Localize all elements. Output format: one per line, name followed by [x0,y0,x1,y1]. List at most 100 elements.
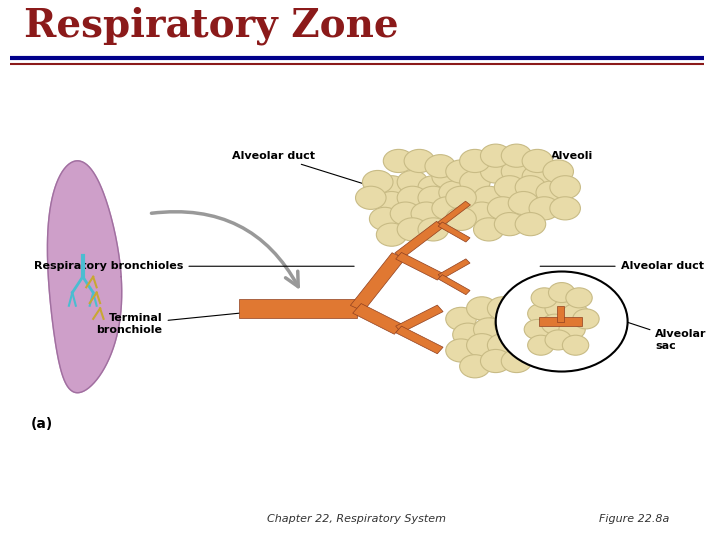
Circle shape [508,302,539,325]
Polygon shape [48,161,122,393]
Circle shape [390,202,420,225]
Circle shape [550,197,580,220]
Circle shape [524,320,551,340]
Circle shape [529,339,559,362]
Circle shape [508,192,539,215]
Circle shape [474,218,504,241]
Circle shape [536,181,567,204]
Circle shape [495,213,525,236]
Circle shape [516,318,546,341]
Circle shape [467,202,497,225]
Circle shape [467,334,497,357]
Circle shape [432,165,462,188]
Circle shape [369,207,400,231]
Circle shape [522,150,553,173]
Circle shape [397,218,428,241]
Circle shape [573,309,599,329]
Circle shape [480,349,511,373]
Circle shape [474,318,504,341]
Circle shape [516,176,546,199]
Circle shape [459,150,490,173]
Polygon shape [557,306,564,321]
Circle shape [487,197,518,220]
Polygon shape [438,259,470,279]
Polygon shape [239,299,357,318]
Circle shape [446,160,477,183]
Circle shape [495,313,525,336]
Circle shape [529,323,559,346]
Circle shape [495,176,525,199]
Polygon shape [396,326,443,354]
Circle shape [566,288,593,308]
Circle shape [550,176,580,199]
Text: Alveoli: Alveoli [498,151,593,176]
Circle shape [446,339,477,362]
Circle shape [404,150,435,173]
Circle shape [377,176,407,199]
Circle shape [496,272,628,372]
Polygon shape [396,252,443,280]
Circle shape [356,186,386,210]
Polygon shape [353,303,402,334]
Text: Alveolar duct: Alveolar duct [233,151,389,192]
Polygon shape [438,275,470,295]
Circle shape [501,160,532,183]
Circle shape [543,160,573,183]
Circle shape [397,171,428,194]
Text: (a): (a) [31,417,53,431]
Circle shape [418,176,449,199]
Circle shape [446,307,477,330]
Circle shape [467,297,497,320]
Circle shape [522,165,553,188]
Circle shape [545,299,572,319]
Circle shape [425,154,456,178]
Circle shape [528,303,554,323]
Circle shape [531,288,557,308]
Polygon shape [438,222,470,242]
Text: Respiratory Zone: Respiratory Zone [24,6,398,45]
Circle shape [397,186,428,210]
Circle shape [446,207,477,231]
Circle shape [418,186,449,210]
Circle shape [508,334,539,357]
Circle shape [529,197,559,220]
Circle shape [562,303,589,323]
Circle shape [562,335,589,355]
Circle shape [480,144,511,167]
Circle shape [418,218,449,241]
Circle shape [487,297,518,320]
Circle shape [459,171,490,194]
Circle shape [516,213,546,236]
Circle shape [453,323,483,346]
Text: Terminal
bronchiole: Terminal bronchiole [96,309,284,335]
Circle shape [559,320,585,340]
Circle shape [541,314,568,334]
Circle shape [474,186,504,210]
Text: Chapter 22, Respiratory System: Chapter 22, Respiratory System [267,514,446,524]
Polygon shape [351,253,405,312]
Circle shape [383,150,414,173]
Text: Figure 22.8a: Figure 22.8a [599,514,670,524]
Polygon shape [539,317,582,326]
Circle shape [459,355,490,378]
Circle shape [487,334,518,357]
Circle shape [438,181,469,204]
Circle shape [545,330,572,350]
Polygon shape [438,201,470,226]
Circle shape [501,144,532,167]
Text: Alveolar duct: Alveolar duct [540,261,703,271]
Circle shape [432,197,462,220]
Polygon shape [395,221,444,259]
Circle shape [549,282,575,302]
Circle shape [480,160,511,183]
Text: Alveolar
sac: Alveolar sac [620,320,707,351]
Circle shape [377,192,407,215]
Circle shape [528,335,554,355]
Circle shape [501,349,532,373]
Circle shape [529,307,559,330]
Circle shape [362,171,393,194]
Circle shape [377,223,407,246]
Polygon shape [396,305,443,333]
Circle shape [446,186,477,210]
Circle shape [411,202,441,225]
